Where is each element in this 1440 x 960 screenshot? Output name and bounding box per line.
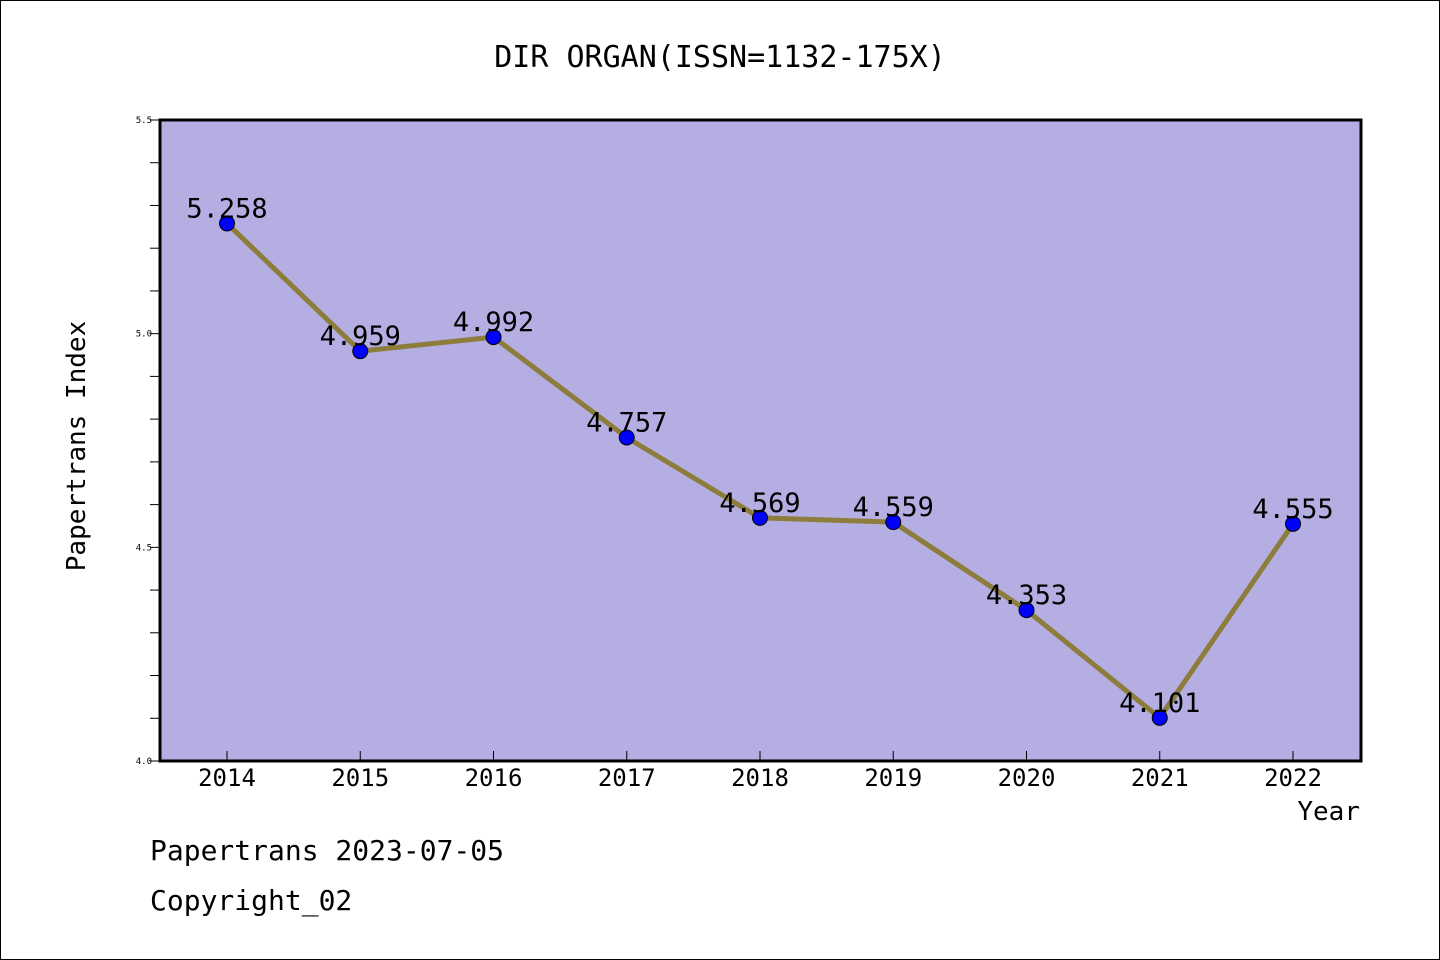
- x-tick-label: 2021: [1131, 764, 1189, 792]
- y-tick-label: 4.0: [136, 757, 152, 767]
- data-label: 4.555: [1252, 494, 1333, 525]
- data-point: [219, 215, 235, 232]
- data-point: [1151, 709, 1168, 726]
- y-tick-label: 5.5: [136, 116, 152, 126]
- data-point: [752, 509, 768, 526]
- data-label: 4.992: [453, 307, 534, 338]
- data-label: 4.559: [853, 492, 934, 523]
- chart-title: DIR ORGAN(ISSN=1132-175X): [494, 40, 946, 75]
- x-tick-label: 2018: [731, 764, 789, 792]
- x-tick-label: 2016: [465, 764, 523, 792]
- data-point: [1285, 515, 1301, 532]
- y-axis-label: Papertrans Index: [62, 321, 92, 571]
- data-point: [1018, 602, 1035, 619]
- y-tick-label: 5.0: [136, 330, 152, 340]
- x-tick-label: 2020: [998, 764, 1056, 792]
- y-tick-label: 4.5: [136, 543, 152, 553]
- x-axis-ticks: 2014 2015 2016 2017 2018 2019 2020 2021 2022: [198, 751, 1322, 792]
- data-label: 4.101: [1119, 688, 1200, 719]
- data-label: 4.757: [586, 408, 667, 439]
- data-label: 4.353: [986, 580, 1067, 611]
- footer-copyright: Copyright_02: [150, 884, 353, 917]
- x-tick-label: 2015: [331, 764, 389, 792]
- plot-area: [158, 118, 1363, 763]
- x-tick-label: 2014: [198, 764, 256, 792]
- x-tick-label: 2019: [864, 764, 922, 792]
- x-tick-label: 2017: [598, 764, 656, 792]
- x-tick-label: 2022: [1264, 764, 1322, 792]
- footer-date: Papertrans 2023-07-05: [150, 834, 505, 867]
- data-label: 5.258: [186, 193, 267, 224]
- y-axis-ticks: 4.0 4.5 5.0 5.5: [136, 116, 159, 767]
- data-label: 4.569: [719, 488, 800, 519]
- series-group: 5.258 4.959 4.992 4.757 4.569 4.559 4.353 4.101…: [186, 193, 1334, 726]
- data-point: [485, 329, 502, 346]
- data-point: [352, 343, 369, 360]
- data-point: [618, 429, 635, 446]
- data-point: [885, 514, 902, 531]
- x-axis-label: Year: [1297, 797, 1360, 827]
- data-label: 4.959: [320, 321, 401, 352]
